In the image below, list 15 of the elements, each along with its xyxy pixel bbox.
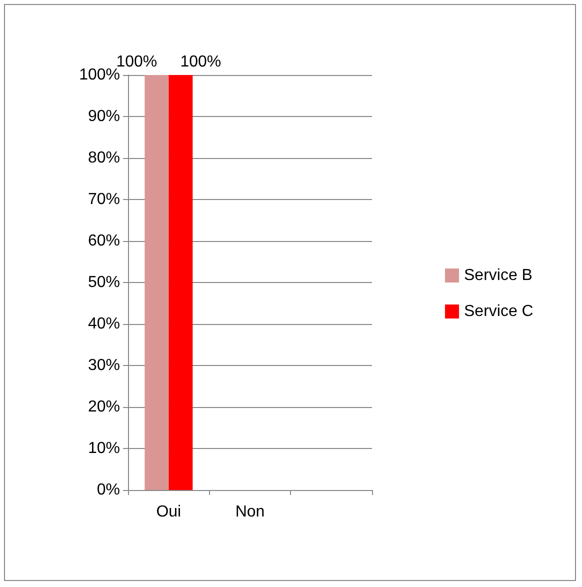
x-tick-label: Oui (156, 504, 182, 520)
y-tick-label: 90% (88, 108, 120, 125)
y-tick-label: 30% (88, 357, 120, 374)
y-tick-label: 10% (88, 440, 120, 457)
legend-label: Service C (464, 303, 534, 320)
y-tick-label: 60% (88, 232, 120, 250)
x-tick-label: Non (235, 504, 265, 520)
y-tick-label: 20% (88, 398, 120, 416)
y-tick-label: 50% (88, 274, 120, 291)
y-tick-label: 0% (96, 482, 120, 498)
data-label: 100% (180, 54, 222, 70)
y-tick-label: 80% (88, 150, 120, 166)
y-tick-label: 40% (88, 316, 120, 332)
y-tick-label: 70% (88, 191, 120, 208)
legend-label: Service B (464, 267, 532, 284)
